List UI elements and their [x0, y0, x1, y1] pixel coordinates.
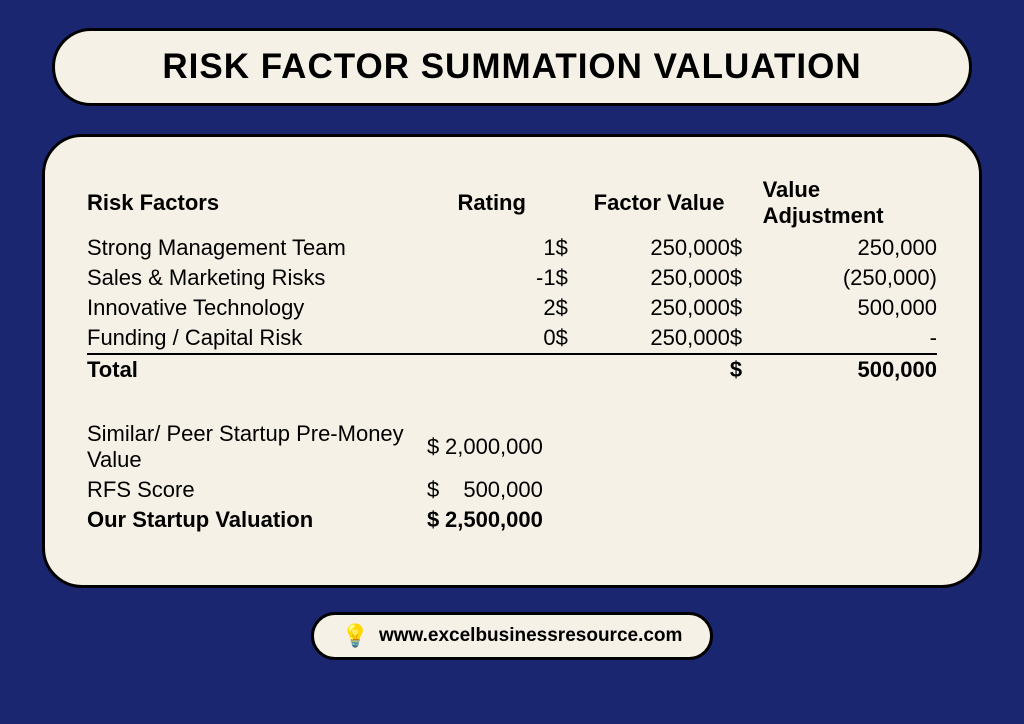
cell-rating: 2: [458, 293, 556, 323]
cell-va-sym: $: [730, 233, 763, 263]
header-factor-value: Factor Value: [588, 177, 730, 233]
cell-blank: [556, 354, 589, 385]
title-panel: RISK FACTOR SUMMATION VALUATION: [52, 28, 972, 106]
table-row: Funding / Capital Risk 0 $ 250,000 $ -: [87, 323, 937, 354]
cell-fv-num: 250,000: [588, 263, 730, 293]
footer-panel: 💡 www.excelbusinessresource.com: [311, 612, 714, 660]
summary-row-rfs: RFS Score $ 500,000: [87, 475, 937, 505]
summary-row-peer: Similar/ Peer Startup Pre-Money Value $2…: [87, 419, 937, 475]
table-row: Innovative Technology 2 $ 250,000 $ 500,…: [87, 293, 937, 323]
summary-sym: $: [427, 477, 445, 503]
cell-va-num: 250,000: [763, 233, 937, 263]
table-total-row: Total $ 500,000: [87, 354, 937, 385]
summary-value: $2,500,000: [427, 507, 587, 533]
header-rating: Rating: [458, 177, 556, 233]
summary-label: Similar/ Peer Startup Pre-Money Value: [87, 421, 427, 473]
table-row: Strong Management Team 1 $ 250,000 $ 250…: [87, 233, 937, 263]
summary-label: Our Startup Valuation: [87, 507, 427, 533]
cell-fv-sym: $: [556, 293, 589, 323]
summary-num: 2,500,000: [445, 507, 543, 533]
cell-va-sym: $: [730, 263, 763, 293]
cell-label: Strong Management Team: [87, 233, 458, 263]
cell-rating: 0: [458, 323, 556, 354]
cell-label: Sales & Marketing Risks: [87, 263, 458, 293]
cell-total-label: Total: [87, 354, 458, 385]
cell-total-sym: $: [730, 354, 763, 385]
header-risk-factors: Risk Factors: [87, 177, 458, 233]
footer-link-text: www.excelbusinessresource.com: [379, 625, 682, 647]
cell-blank: [588, 354, 730, 385]
cell-va-sym: $: [730, 293, 763, 323]
cell-rating: -1: [458, 263, 556, 293]
cell-fv-num: 250,000: [588, 233, 730, 263]
cell-blank: [458, 354, 556, 385]
summary-value: $2,000,000: [427, 434, 587, 460]
header-value-adjustment: Value Adjustment: [763, 177, 937, 233]
header-va-spacer: [730, 177, 763, 233]
cell-fv-sym: $: [556, 233, 589, 263]
header-fv-spacer: [556, 177, 589, 233]
table-row: Sales & Marketing Risks -1 $ 250,000 $ (…: [87, 263, 937, 293]
table-header-row: Risk Factors Rating Factor Value Value A…: [87, 177, 937, 233]
summary-label: RFS Score: [87, 477, 427, 503]
cell-label: Innovative Technology: [87, 293, 458, 323]
summary-block: Similar/ Peer Startup Pre-Money Value $2…: [87, 419, 937, 535]
cell-fv-num: 250,000: [588, 323, 730, 354]
summary-value: $ 500,000: [427, 477, 587, 503]
summary-num: 500,000: [445, 477, 543, 503]
cell-va-num: 500,000: [763, 293, 937, 323]
summary-sym: $: [427, 507, 445, 533]
page-title: RISK FACTOR SUMMATION VALUATION: [85, 47, 939, 87]
summary-sym: $: [427, 434, 445, 460]
cell-label: Funding / Capital Risk: [87, 323, 458, 354]
cell-va-num: -: [763, 323, 937, 354]
cell-rating: 1: [458, 233, 556, 263]
summary-row-valuation: Our Startup Valuation $2,500,000: [87, 505, 937, 535]
cell-total-num: 500,000: [763, 354, 937, 385]
cell-va-sym: $: [730, 323, 763, 354]
cell-fv-sym: $: [556, 323, 589, 354]
lightbulb-icon: 💡: [342, 623, 369, 649]
cell-va-num: (250,000): [763, 263, 937, 293]
content-panel: Risk Factors Rating Factor Value Value A…: [42, 134, 982, 588]
risk-table: Risk Factors Rating Factor Value Value A…: [87, 177, 937, 385]
cell-fv-sym: $: [556, 263, 589, 293]
cell-fv-num: 250,000: [588, 293, 730, 323]
summary-num: 2,000,000: [445, 434, 543, 460]
